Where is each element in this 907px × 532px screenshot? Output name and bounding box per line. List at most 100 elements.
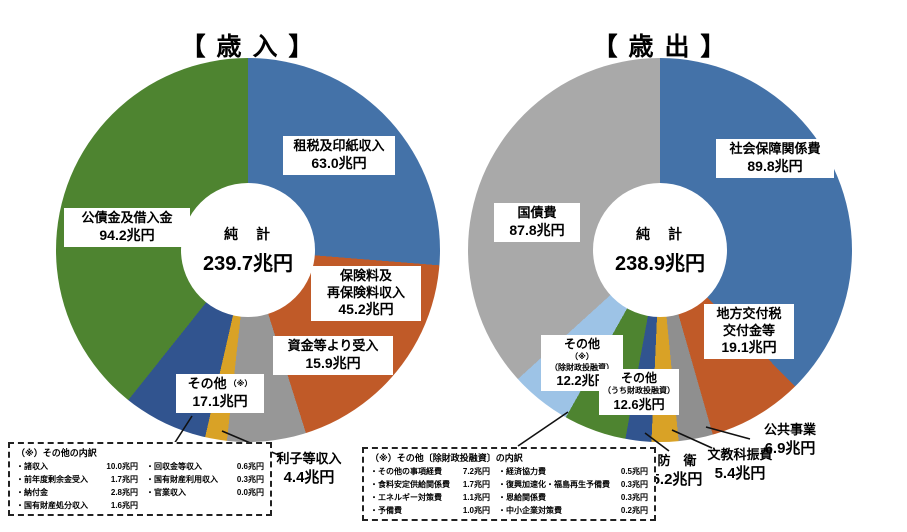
label-bouei-value: 5.2兆円 — [651, 470, 703, 488]
label-sonota-in-note: （うち財政投融資） — [603, 386, 675, 396]
label-rishi: 利子等収入 4.4兆円 — [264, 449, 354, 489]
label-kosai: 公債金及借入金 94.2兆円 — [64, 208, 190, 247]
label-kokusai-name: 国債費 — [517, 205, 557, 220]
revenue-breakdown-title: （※）その他の内訳 — [16, 448, 97, 458]
revenue-center-label: 純 計 — [224, 226, 272, 242]
label-bouei: 防 衛 5.2兆円 — [646, 451, 708, 491]
breakdown-item-label: ・経済協力費 — [498, 467, 546, 476]
label-sonota-revenue-name: その他 — [187, 376, 227, 391]
label-koukyou-value: 6.9兆円 — [764, 439, 816, 457]
label-sonota-in: その他 （うち財政投融資） 12.6兆円 — [599, 369, 679, 416]
revenue-title: 【 歳 入 】 — [180, 32, 316, 61]
expenditure-breakdown-title: （※）その他〔除財政投融資〕の内訳 — [370, 453, 523, 463]
label-chihou: 地方交付税 交付金等 19.1兆円 — [704, 304, 794, 360]
breakdown-item-value: 1.1兆円 — [462, 493, 490, 502]
breakdown-item-label: ・その他の事項経費 — [370, 467, 442, 476]
leader-line-sonota-ex — [517, 411, 569, 447]
label-sonota-ex-name: その他 — [563, 337, 600, 351]
label-sozei-value: 63.0兆円 — [311, 154, 367, 171]
expenditure-breakdown-box: （※）その他〔除財政投融資〕の内訳 ・その他の事項経費 7.2兆円 ・食料安定供… — [362, 447, 656, 521]
breakdown-row: ・回収金等収入 0.6兆円 — [146, 460, 264, 473]
expenditure-center-label: 純 計 — [636, 226, 684, 242]
breakdown-item-label: ・国有財産処分収入 — [16, 501, 88, 510]
label-sonota-ex: その他 （※） （除財政投融資） 12.2兆円 — [541, 335, 623, 392]
breakdown-item-value: 0.3兆円 — [620, 480, 648, 489]
breakdown-item-value: 0.5兆円 — [620, 467, 648, 476]
breakdown-item-label: ・エネルギー対策費 — [370, 493, 442, 502]
breakdown-item-value: 0.3兆円 — [236, 475, 264, 484]
breakdown-item-value: 2.8兆円 — [110, 488, 138, 497]
breakdown-item-label: ・恩給関係費 — [498, 493, 546, 502]
label-sonota-ex-note1: （※） — [570, 352, 594, 362]
label-bunkyou-value: 5.4兆円 — [714, 464, 766, 482]
label-bunkyou-name: 文教科振費 — [707, 447, 773, 462]
breakdown-item-label: ・納付金 — [16, 488, 48, 497]
breakdown-row: ・官業収入 0.0兆円 — [146, 486, 264, 499]
breakdown-item-value: 1.7兆円 — [110, 475, 138, 484]
breakdown-item-value: 0.2兆円 — [620, 506, 648, 515]
label-kokusai: 国債費 87.8兆円 — [494, 203, 580, 242]
revenue-center-value: 239.7兆円 — [202, 253, 294, 275]
label-shikin-value: 15.9兆円 — [305, 354, 361, 371]
breakdown-row: ・中小企業対策費 0.2兆円 — [498, 504, 648, 517]
label-shakai-name: 社会保障関係費 — [729, 141, 821, 156]
revenue-center-hole: 純 計 239.7兆円 — [181, 183, 315, 317]
label-kosai-value: 94.2兆円 — [99, 226, 155, 243]
breakdown-row: ・納付金 2.8兆円 — [16, 486, 138, 499]
label-sonota-revenue-note: （※） — [228, 379, 253, 389]
label-chihou-value: 19.1兆円 — [721, 339, 777, 356]
label-sozei: 租税及印紙収入 63.0兆円 — [283, 136, 395, 175]
breakdown-row: ・食料安定供給関係費 1.7兆円 — [370, 478, 490, 491]
breakdown-item-value: 7.2兆円 — [462, 467, 490, 476]
breakdown-item-label: ・官業収入 — [146, 488, 186, 497]
label-bunkyou: 文教科振費 5.4兆円 — [698, 445, 782, 485]
label-sonota-revenue: その他 （※） 17.1兆円 — [176, 374, 264, 413]
breakdown-item-label: ・予備費 — [370, 506, 402, 515]
label-bouei-name: 防 衛 — [657, 453, 697, 468]
breakdown-row: ・エネルギー対策費 1.1兆円 — [370, 491, 490, 504]
label-sonota-revenue-value: 17.1兆円 — [192, 392, 248, 409]
label-shikin-name: 資金等より受入 — [287, 338, 379, 353]
label-chihou-name1: 地方交付税 — [716, 306, 782, 321]
breakdown-item-value: 0.6兆円 — [236, 462, 264, 471]
label-shakai-value: 89.8兆円 — [747, 157, 803, 174]
label-rishi-name: 利子等収入 — [276, 451, 342, 466]
breakdown-row: ・前年度剰余金受入 1.7兆円 — [16, 473, 138, 486]
expenditure-center-value: 238.9兆円 — [614, 253, 706, 275]
breakdown-item-value: 1.0兆円 — [462, 506, 490, 515]
breakdown-item-value: 0.3兆円 — [620, 493, 648, 502]
breakdown-item-label: ・復興加速化・福島再生予備費 — [498, 480, 610, 489]
breakdown-row: ・諸収入 10.0兆円 — [16, 460, 138, 473]
label-hoken-value: 45.2兆円 — [338, 301, 394, 318]
breakdown-item-label: ・回収金等収入 — [146, 462, 202, 471]
label-hoken-name2: 再保険料収入 — [326, 284, 405, 300]
breakdown-item-value: 1.7兆円 — [462, 480, 490, 489]
label-chihou-name2: 交付金等 — [722, 322, 775, 338]
expenditure-title: 【 歳 出 】 — [592, 32, 728, 61]
breakdown-item-label: ・中小企業対策費 — [498, 506, 562, 515]
breakdown-row: ・経済協力費 0.5兆円 — [498, 465, 648, 478]
label-shikin: 資金等より受入 15.9兆円 — [273, 336, 393, 375]
breakdown-item-value: 10.0兆円 — [106, 462, 138, 471]
breakdown-row: ・その他の事項経費 7.2兆円 — [370, 465, 490, 478]
breakdown-item-value: 1.6兆円 — [110, 501, 138, 510]
breakdown-row: ・恩給関係費 0.3兆円 — [498, 491, 648, 504]
breakdown-item-value: 0.0兆円 — [236, 488, 264, 497]
label-koukyou: 公共事業 6.9兆円 — [750, 420, 830, 460]
breakdown-row: ・国有財産利用収入 0.3兆円 — [146, 473, 264, 486]
label-koukyou-name: 公共事業 — [763, 422, 816, 437]
label-shakai: 社会保障関係費 89.8兆円 — [716, 139, 834, 178]
label-kokusai-value: 87.8兆円 — [509, 221, 565, 238]
label-hoken-name1: 保険料及 — [339, 268, 392, 283]
breakdown-row: ・予備費 1.0兆円 — [370, 504, 490, 517]
revenue-breakdown-box: （※）その他の内訳 ・諸収入 10.0兆円 ・前年度剰余金受入 1.7兆円 ・納… — [8, 442, 272, 516]
breakdown-item-label: ・諸収入 — [16, 462, 48, 471]
breakdown-row: ・復興加速化・福島再生予備費 0.3兆円 — [498, 478, 648, 491]
expenditure-center-hole: 純 計 238.9兆円 — [593, 183, 727, 317]
breakdown-item-label: ・食料安定供給関係費 — [370, 480, 450, 489]
label-sonota-in-name: その他 — [620, 371, 657, 385]
label-sozei-name: 租税及印紙収入 — [293, 138, 385, 153]
label-kosai-name: 公債金及借入金 — [81, 210, 173, 225]
label-sonota-ex-value: 12.2兆円 — [556, 372, 608, 388]
